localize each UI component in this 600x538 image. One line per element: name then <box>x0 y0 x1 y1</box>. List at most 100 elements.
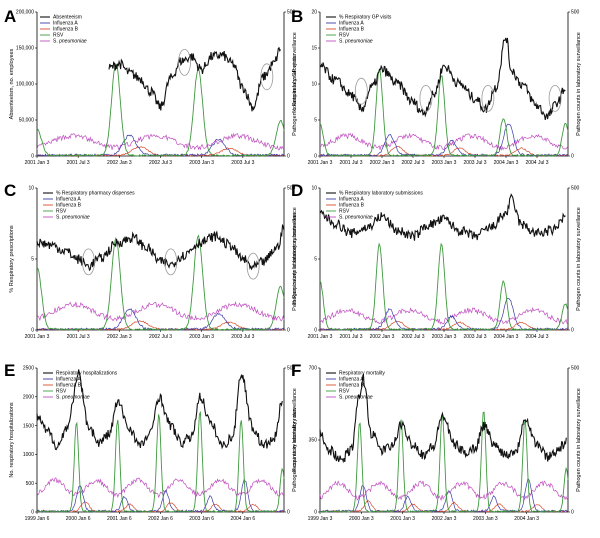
legend-label: Respiratory hospitalizations <box>56 371 118 377</box>
series-s-pneumoniae <box>36 132 285 151</box>
series-influenza-b <box>36 501 285 513</box>
x-tick-label: 2003 Jan 3 <box>432 334 457 340</box>
series-s-pneumoniae <box>319 132 569 151</box>
y-tick-label-left: 5 <box>314 257 317 263</box>
legend-label: S. pneumoniae <box>53 39 87 45</box>
x-tick-label: 2003 Jan 3 <box>473 516 498 522</box>
x-tick-label: 2003 Jul 3 <box>231 334 254 340</box>
legend-label: RSV <box>56 389 67 395</box>
legend-label: Influenza A <box>53 21 78 27</box>
y-axis-label-right: Pathogen counts in laboratory surveillan… <box>576 207 582 311</box>
y-tick-label-left: 0 <box>31 510 34 516</box>
series-primary <box>36 369 283 451</box>
y-tick-label-right: 0 <box>571 154 574 160</box>
series-s-pneumoniae <box>36 477 285 499</box>
panel-letter: F <box>291 361 301 380</box>
legend-label: Influenza A <box>339 21 364 27</box>
highlight-ellipse <box>82 248 95 276</box>
y-tick-label-right: 500 <box>287 366 296 372</box>
x-tick-label: 2001 Jan 3 <box>25 160 50 166</box>
x-tick-label: 2004 Jul 3 <box>525 160 548 166</box>
y-axis-label-right: Pathogen counts in laboratory surveillan… <box>576 388 582 492</box>
series-rsv <box>36 410 285 513</box>
y-tick-label-left: 1500 <box>23 423 34 429</box>
y-tick-label-right: 500 <box>571 186 580 192</box>
y-tick-label-left: 15 <box>311 46 317 52</box>
x-tick-label: 2002 Jul 3 <box>401 334 424 340</box>
series-s-pneumoniae <box>319 306 569 325</box>
x-tick-label: 2001 Jan 3 <box>25 334 50 340</box>
x-tick-label: 2004 Jan 3 <box>494 334 519 340</box>
y-axis-label-right: Pathogen counts in laboratory surveillan… <box>292 388 298 492</box>
x-tick-label: 2004 Jan 3 <box>514 516 539 522</box>
legend-label: S. pneumoniae <box>339 395 373 401</box>
legend-label: Influenza B <box>56 383 82 389</box>
y-tick-label-left: 5 <box>314 118 317 124</box>
y-tick-label-left: 20 <box>311 10 317 16</box>
legend-label: % Respiratory pharmacy dispenses <box>56 191 135 197</box>
y-tick-label-right: 0 <box>287 154 290 160</box>
y-tick-label-right: 500 <box>287 186 296 192</box>
x-tick-label: 2004 Jan 6 <box>230 516 255 522</box>
y-tick-label-left: 0 <box>314 154 317 160</box>
y-tick-label-left: 50,000 <box>19 118 35 124</box>
legend-label: S. pneumoniae <box>339 39 373 45</box>
y-axis-label-right: Pathogen counts in laboratory surveillan… <box>292 207 298 311</box>
x-tick-label: 2003 Jan 3 <box>189 334 214 340</box>
highlight-ellipse <box>178 49 191 76</box>
y-tick-label-left: 500 <box>26 481 35 487</box>
legend-label: RSV <box>53 33 64 39</box>
series-rsv <box>36 234 285 331</box>
legend-label: % Respiratory GP visits <box>339 15 392 21</box>
panel-a: A 0 50,000 100,000 150,000 200,000 0 500 2001 Ja… <box>4 7 298 166</box>
y-tick-label-left: 100,000 <box>16 82 34 88</box>
series-influenza-a <box>36 308 285 331</box>
x-tick-label: 2001 Jul 3 <box>67 334 90 340</box>
x-tick-label: 2002 Jul 3 <box>149 334 172 340</box>
legend-label: Influenza B <box>56 203 82 209</box>
legend-label: Influenza B <box>339 27 365 33</box>
y-tick-label-left: 1000 <box>23 452 34 458</box>
x-tick-label: 2002 Jan 6 <box>148 516 173 522</box>
panel-letter: B <box>291 7 303 26</box>
x-tick-label: 2001 Jan 3 <box>390 516 415 522</box>
legend-label: RSV <box>339 33 350 39</box>
y-tick-label-left: 0 <box>314 328 317 334</box>
series-rsv <box>319 242 569 331</box>
x-tick-label: 2001 Jul 3 <box>339 334 362 340</box>
legend-label: Influenza A <box>56 377 81 383</box>
x-tick-label: 1999 Jan 6 <box>25 516 50 522</box>
y-axis-label-left: No. respiratory hospitalizations <box>9 402 15 477</box>
legend-label: RSV <box>339 389 350 395</box>
y-tick-label-left: 10 <box>28 186 34 192</box>
y-axis-label-left: % Respiratory GP visits <box>292 55 298 113</box>
highlight-ellipse <box>548 85 562 112</box>
x-tick-label: 2001 Jul 3 <box>339 160 362 166</box>
x-tick-label: 2004 Jan 3 <box>494 160 519 166</box>
y-tick-label-right: 0 <box>571 328 574 334</box>
x-tick-label: 2002 Jul 3 <box>401 160 424 166</box>
y-tick-label-left: 5 <box>31 257 34 263</box>
panel-b: B 0 5 10 15 20 0 500 2001 Jan 3 2001 Jul 3 2002 Ja… <box>291 7 582 166</box>
y-tick-label-left: 350 <box>309 438 318 444</box>
series-rsv <box>319 69 569 157</box>
highlight-ellipse <box>164 248 178 276</box>
legend-label: Influenza B <box>339 383 365 389</box>
x-tick-label: 2003 Jan 3 <box>189 160 214 166</box>
highlight-ellipse <box>260 63 274 91</box>
series-s-pneumoniae <box>319 480 569 502</box>
y-tick-label-right: 0 <box>287 328 290 334</box>
series-rsv <box>320 411 569 513</box>
y-tick-label-left: 10 <box>311 82 317 88</box>
series-rsv <box>36 62 285 157</box>
y-tick-label-left: 10 <box>311 186 317 192</box>
y-axis-label-right: Pathogen counts in laboratory surveillan… <box>576 32 582 136</box>
x-tick-label: 2003 Jul 3 <box>463 160 486 166</box>
x-tick-label: 2003 Jan 3 <box>432 160 457 166</box>
legend-label: Influenza B <box>339 203 365 209</box>
x-tick-label: 2002 Jul 3 <box>149 160 172 166</box>
y-axis-label-left: Respiratory mortality rates <box>292 408 298 472</box>
y-tick-label-right: 500 <box>287 10 296 16</box>
x-tick-label: 2002 Jan 3 <box>107 334 132 340</box>
y-tick-label-left: 200,000 <box>16 10 34 16</box>
